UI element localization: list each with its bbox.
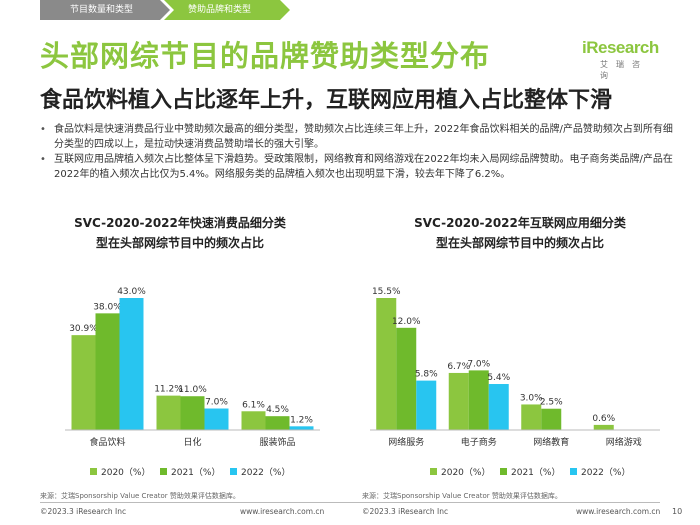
tab-sponsor-brand-type[interactable]: 赞助品牌和类型 [164, 0, 290, 20]
data-label: 1.2% [290, 415, 313, 425]
page-subtitle: 食品饮料植入占比逐年上升，互联网应用植入占比整体下滑 [40, 88, 613, 113]
bar [376, 298, 397, 430]
legend-swatch [230, 468, 237, 475]
bar [541, 408, 562, 430]
data-label: 5.4% [487, 373, 510, 383]
data-label: 11.2% [154, 385, 183, 395]
footer-url-left[interactable]: www.iresearch.com.cn [240, 507, 325, 516]
chart-title-line: 型在头部网综节目中的频次占比 [436, 235, 604, 250]
category-label: 日化 [183, 436, 201, 448]
footer-copyright-left: ©2023.3 iResearch Inc [40, 507, 127, 516]
legend-label: 2022（%） [241, 467, 290, 478]
bar [289, 426, 314, 430]
bar [468, 370, 489, 430]
page-title: 头部网综节目的品牌赞助类型分布 [40, 39, 491, 73]
legend-swatch [160, 468, 167, 475]
bar [396, 327, 417, 430]
data-label: 12.0% [392, 317, 421, 327]
legend-swatch [430, 468, 437, 475]
footer-divider [40, 502, 660, 503]
data-label: 6.1% [242, 400, 265, 410]
footer-copyright-right: ©2023.3 iResearch Inc [362, 507, 449, 516]
data-label: 30.9% [69, 324, 98, 334]
bar [448, 372, 469, 430]
bar [156, 395, 181, 430]
category-label: 食品饮料 [89, 436, 125, 448]
category-label: 服装饰品 [259, 436, 295, 448]
chart-title-line: 型在头部网综节目中的频次占比 [96, 235, 264, 250]
bar [241, 411, 266, 430]
logo-subtext: 艾瑞咨询 [600, 60, 648, 80]
footer-url-right[interactable]: www.iresearch.com.cn [576, 507, 661, 516]
chart-title-line: SVC-2020-2022年快速消费品细分类 [74, 215, 287, 230]
legend-label: 2022（%） [581, 467, 630, 478]
section-tabs: 节目数量和类型 赞助品牌和类型 [40, 0, 290, 20]
logo-text: iResearch [582, 38, 659, 57]
category-label: 网络教育 [533, 436, 569, 448]
data-label: 3.0% [520, 393, 543, 403]
data-label: 5.8% [415, 370, 438, 380]
data-label: 11.0% [178, 385, 207, 395]
bar [265, 416, 290, 430]
bar [521, 404, 542, 430]
legend-swatch [570, 468, 577, 475]
bar [593, 424, 614, 430]
data-label: 4.5% [266, 405, 289, 415]
data-label: 7.0% [467, 359, 490, 369]
category-label: 电子商务 [461, 436, 497, 448]
bar [416, 380, 437, 430]
bullet-item: 互联网应用品牌植入频次占比整体呈下滑趋势。受政策限制，网络教育和网络游戏在202… [40, 152, 680, 182]
iresearch-logo: iResearch 艾瑞咨询 [582, 38, 662, 80]
legend-label: 2020（%） [441, 467, 490, 478]
category-label: 网络服务 [388, 436, 424, 448]
internet-chart: SVC-2020-2022年互联网应用细分类 型在头部网综节目中的频次占比 15.5… [360, 213, 680, 483]
page-number: 10 [672, 507, 683, 516]
chart-title-line: SVC-2020-2022年互联网应用细分类 [414, 215, 627, 230]
bar [71, 335, 96, 430]
data-label: 7.0% [205, 398, 228, 408]
bar [204, 408, 229, 430]
data-label: 2.5% [540, 398, 563, 408]
bullet-item: 食品饮料是快速消费品行业中赞助频次最高的细分类型，赞助频次占比连续三年上升，20… [40, 122, 680, 152]
bar [488, 384, 509, 430]
legend-label: 2021（%） [511, 467, 560, 478]
tab-program-count-type[interactable]: 节目数量和类型 [40, 0, 170, 20]
category-label: 网络游戏 [606, 436, 642, 448]
data-label: 38.0% [93, 302, 122, 312]
data-label: 43.0% [117, 287, 146, 297]
bar [95, 313, 120, 430]
legend-swatch [500, 468, 507, 475]
source-note-right: 来源：艾瑞Sponsorship Value Creator 赞助效果评估数据库… [362, 492, 562, 500]
data-label: 0.6% [592, 414, 615, 424]
source-note-left: 来源：艾瑞Sponsorship Value Creator 赞助效果评估数据库… [40, 492, 240, 500]
fmcg-chart: SVC-2020-2022年快速消费品细分类 型在头部网综节目中的频次占比 30.9… [20, 213, 340, 483]
bar [180, 396, 205, 430]
legend-swatch [90, 468, 97, 475]
bullet-list: 食品饮料是快速消费品行业中赞助频次最高的细分类型，赞助频次占比连续三年上升，20… [40, 122, 680, 182]
data-label: 15.5% [372, 287, 401, 297]
legend-label: 2020（%） [101, 467, 150, 478]
bar [119, 298, 144, 430]
data-label: 6.7% [447, 362, 470, 372]
legend-label: 2021（%） [171, 467, 220, 478]
